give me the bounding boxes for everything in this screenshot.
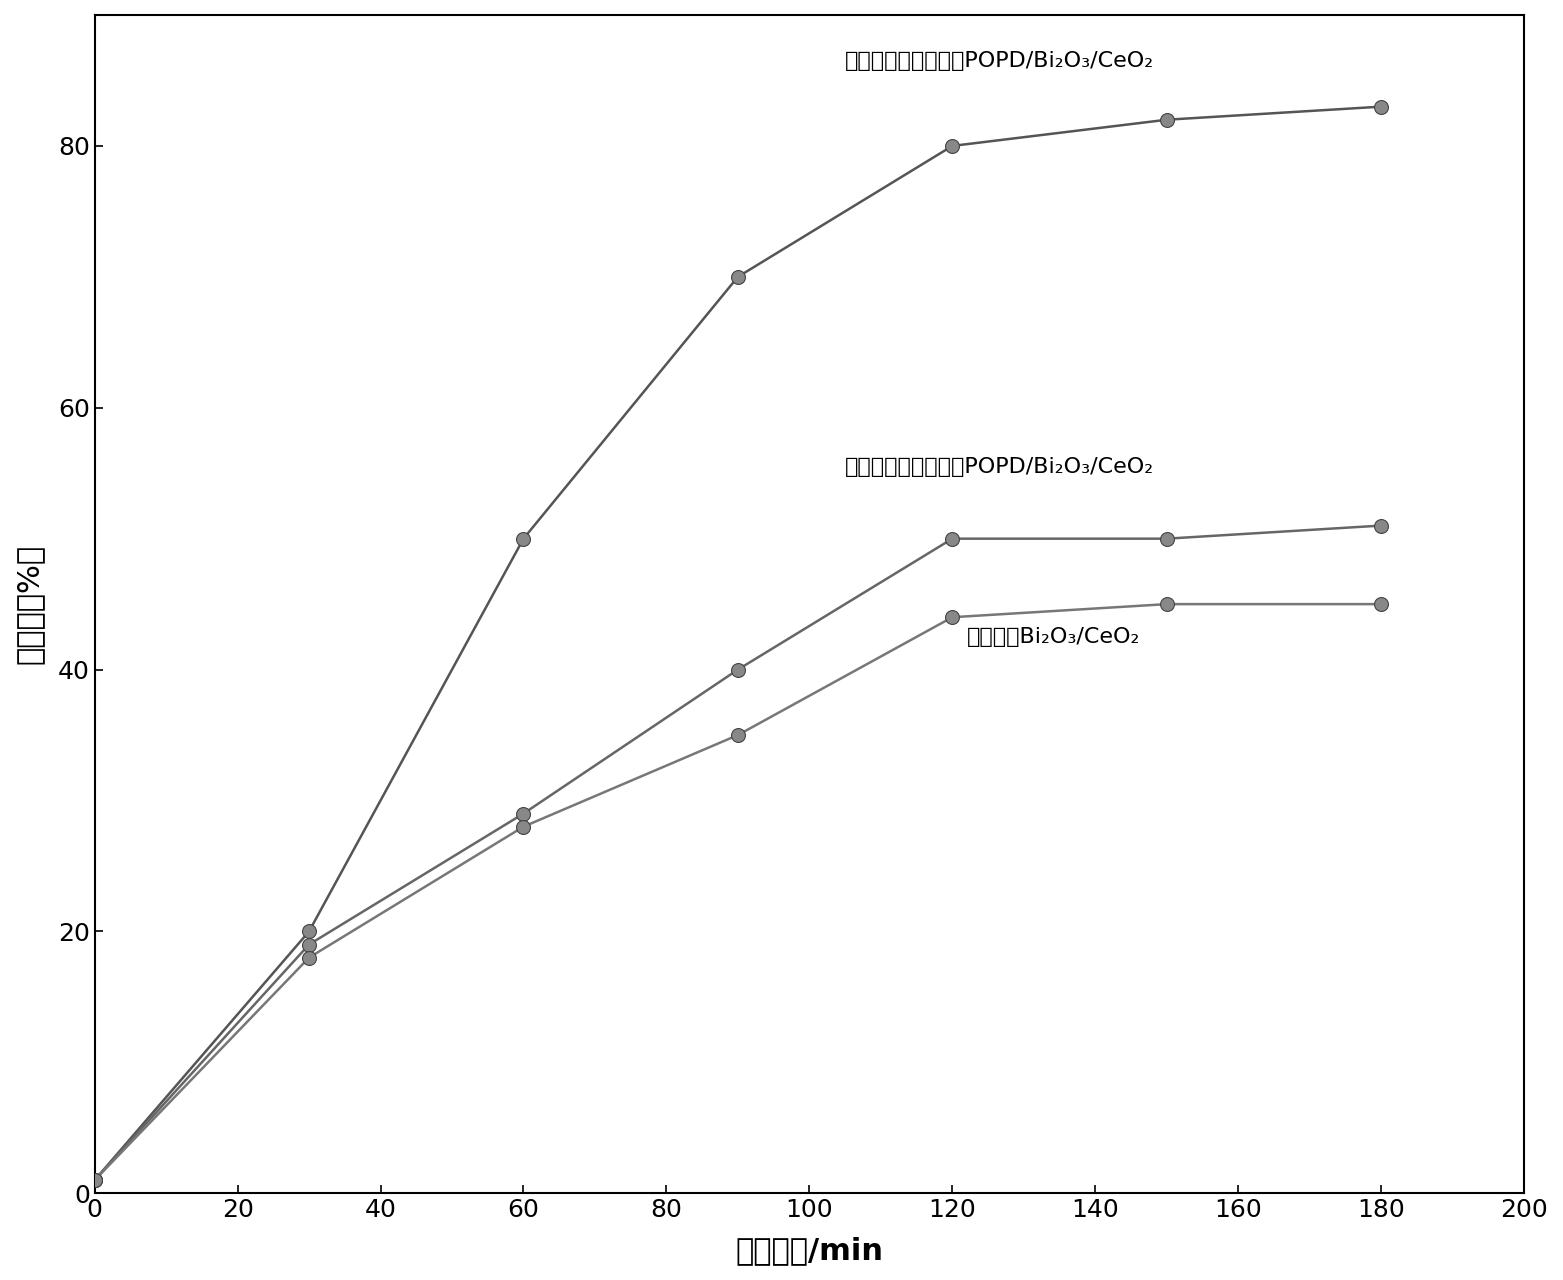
X-axis label: 光照时间/min: 光照时间/min — [735, 1236, 883, 1265]
Y-axis label: 降解率（%）: 降解率（%） — [16, 544, 44, 664]
Text: 非分子印迹光催化剂POPD/Bi₂O₃/CeO₂: 非分子印迹光催化剂POPD/Bi₂O₃/CeO₂ — [846, 457, 1153, 477]
Text: 分子印迹型光催化剂POPD/Bi₂O₃/CeO₂: 分子印迹型光催化剂POPD/Bi₂O₃/CeO₂ — [846, 51, 1153, 72]
Text: 光催化剂Bi₂O₃/CeO₂: 光催化剂Bi₂O₃/CeO₂ — [966, 627, 1139, 648]
